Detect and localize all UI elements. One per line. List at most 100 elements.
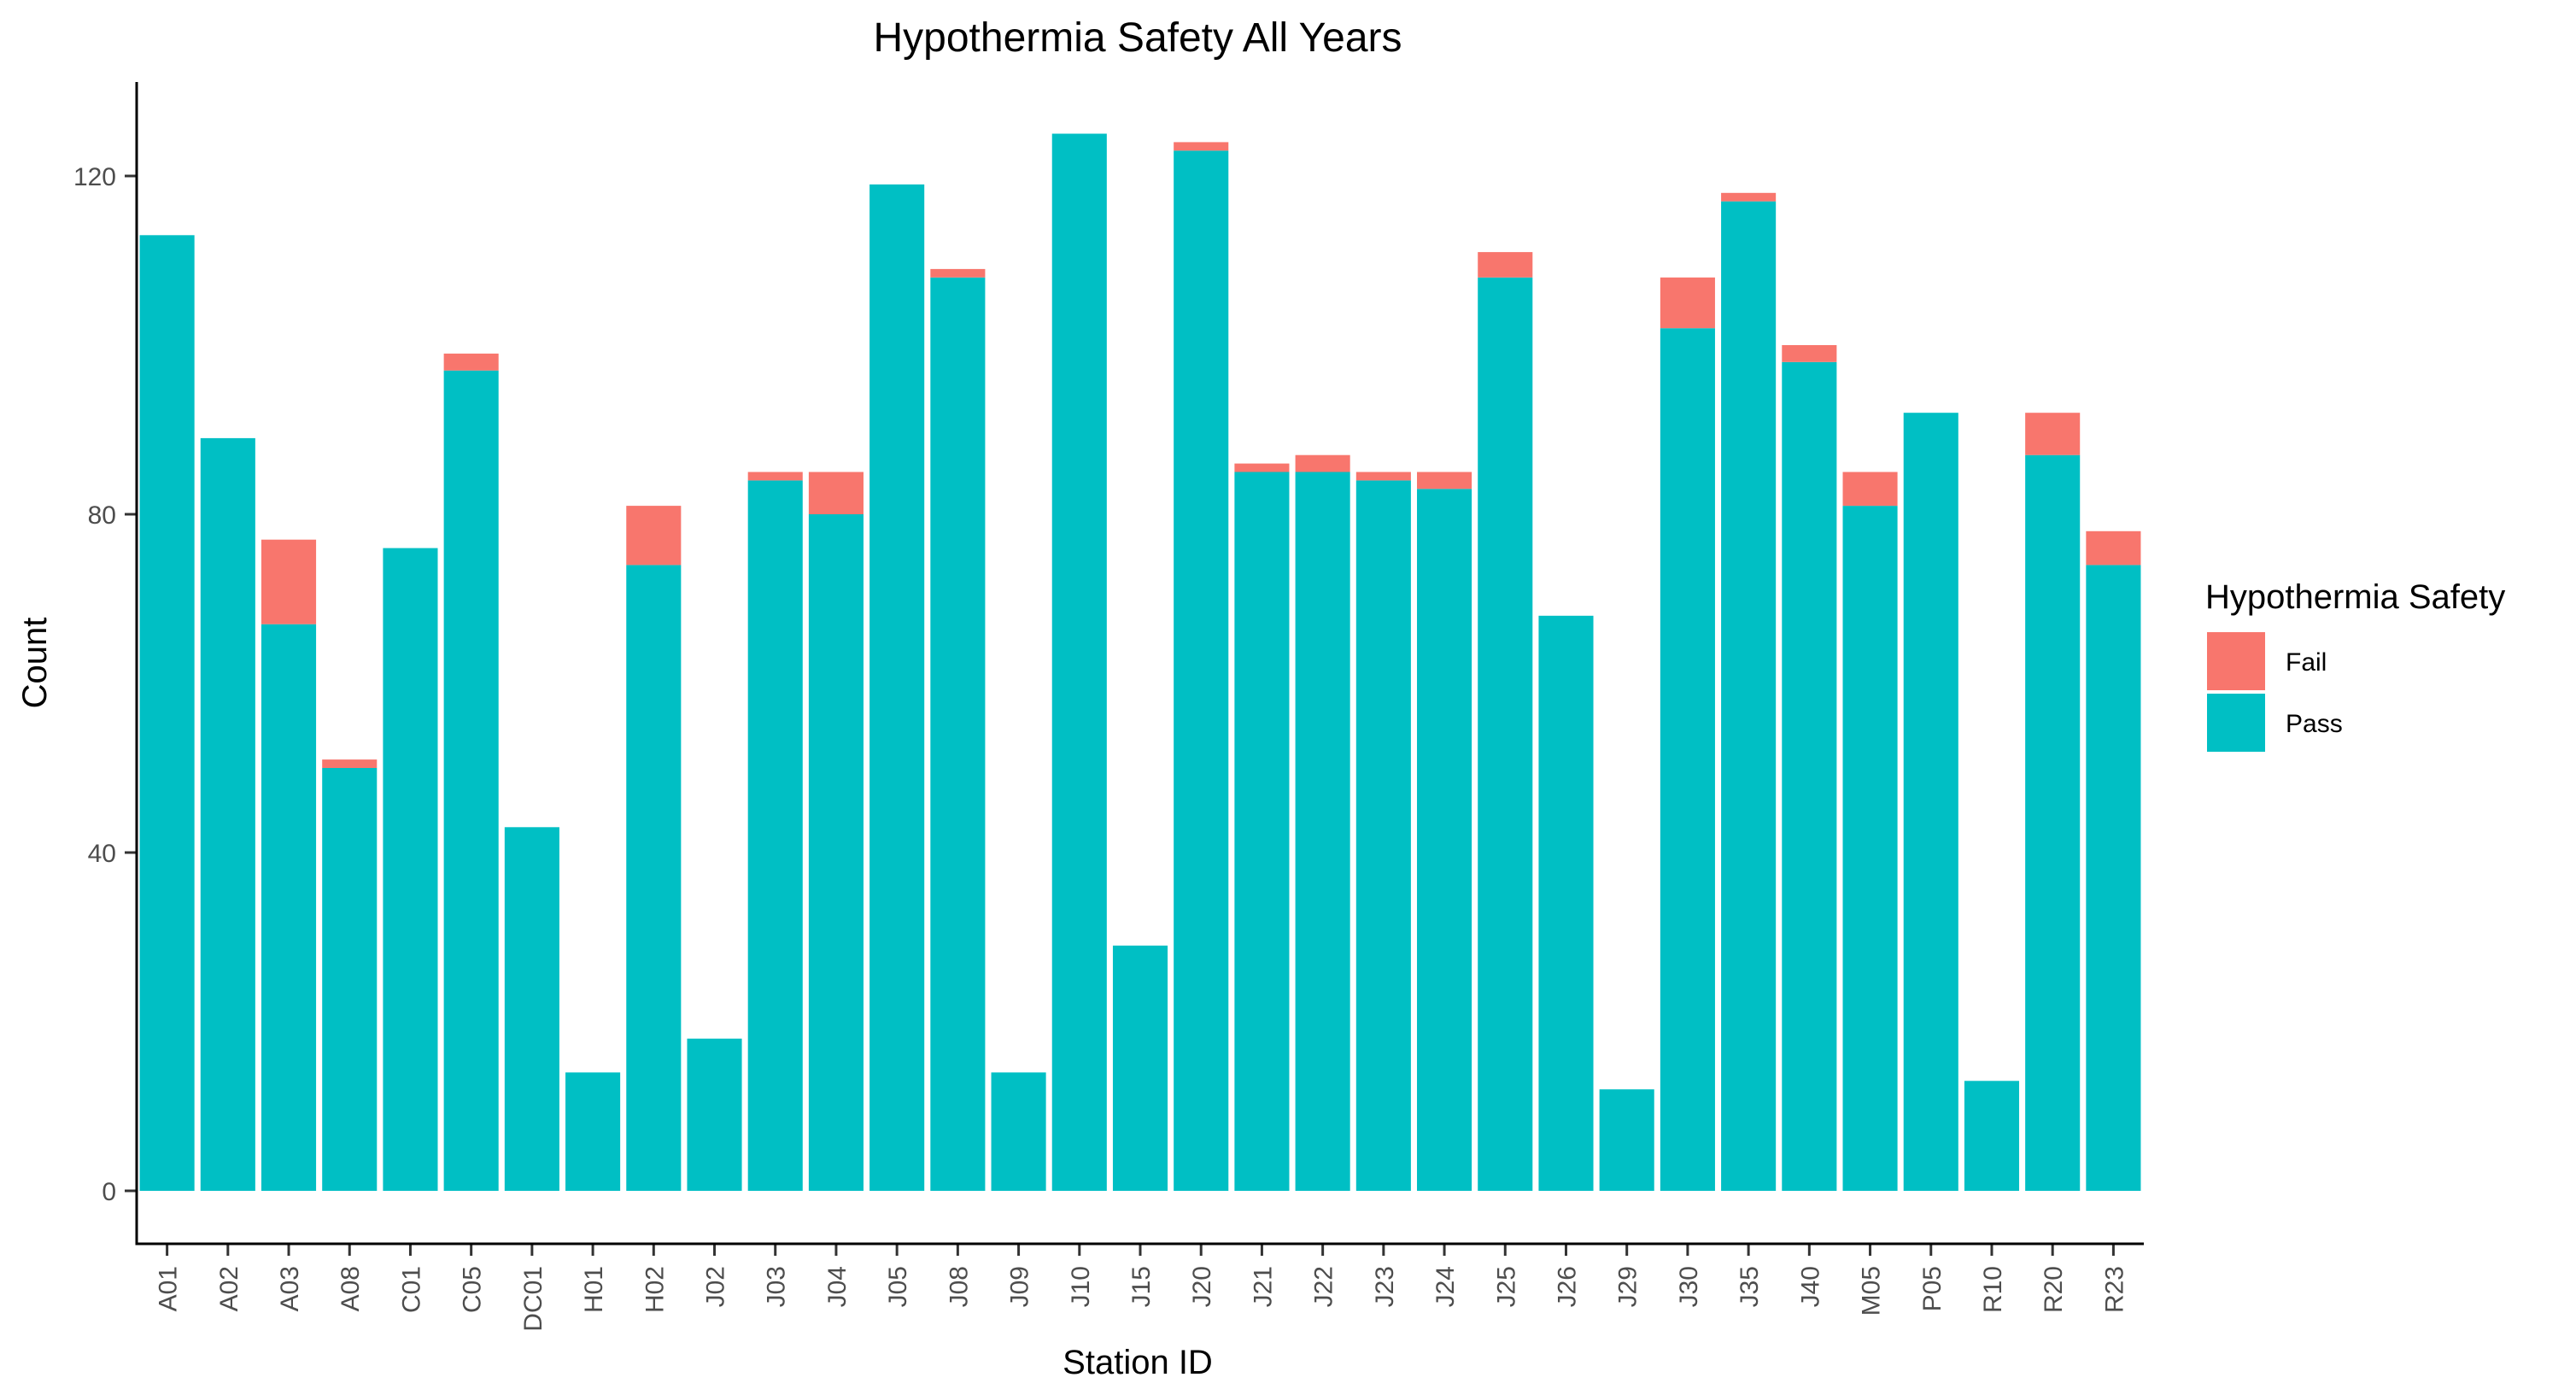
bar-pass-J04: [808, 514, 864, 1191]
x-tick-label: DC01: [519, 1266, 547, 1332]
legend-key-fail: [2207, 632, 2265, 690]
x-tick-label: J08: [945, 1266, 973, 1307]
bar-pass-R10: [1964, 1081, 2020, 1191]
legend-label-fail: Fail: [2286, 648, 2327, 677]
x-tick-label: J20: [1188, 1266, 1216, 1307]
x-tick-label: J15: [1127, 1266, 1156, 1307]
legend-key-pass: [2207, 694, 2265, 752]
bar-fail-J40: [1782, 345, 1837, 362]
bar-pass-J35: [1721, 201, 1777, 1192]
x-tick-label: J30: [1675, 1266, 1703, 1307]
x-tick-label: J25: [1492, 1266, 1520, 1307]
bar-fail-R20: [2025, 413, 2081, 455]
bar-fail-R23: [2086, 530, 2141, 566]
x-tick-label: C05: [459, 1266, 487, 1313]
chart-title: Hypothermia Safety All Years: [873, 15, 1402, 61]
bar-fail-J04: [808, 472, 864, 514]
bar-pass-J15: [1112, 945, 1168, 1191]
x-tick-label: J04: [823, 1266, 852, 1307]
x-tick-label: C01: [397, 1266, 425, 1313]
bar-pass-J09: [991, 1072, 1046, 1191]
bar-fail-C05: [443, 353, 499, 371]
bar-fail-J24: [1417, 472, 1472, 489]
y-tick-label: 0: [102, 1178, 116, 1206]
bar-fail-A03: [261, 539, 317, 624]
x-tick-label: R20: [2040, 1266, 2068, 1313]
bar-fail-J23: [1355, 472, 1411, 481]
x-axis-title: Station ID: [1063, 1344, 1213, 1381]
bar-fail-H02: [626, 506, 682, 566]
x-tick-label: A01: [155, 1266, 183, 1311]
x-tick-label: J21: [1249, 1266, 1277, 1307]
x-tick-label: A08: [337, 1266, 365, 1311]
y-tick-label: 120: [73, 163, 116, 191]
bar-pass-J26: [1538, 615, 1594, 1191]
bar-pass-A02: [200, 437, 255, 1191]
x-tick-label: J03: [763, 1266, 791, 1307]
legend: Hypothermia Safety Fail Pass: [2205, 578, 2505, 752]
bar-pass-J08: [930, 277, 986, 1191]
x-tick-label: H01: [580, 1266, 608, 1313]
bar-pass-J20: [1174, 150, 1229, 1191]
x-tick-label: M05: [1858, 1266, 1886, 1316]
y-tick-label: 80: [88, 501, 116, 530]
y-axis-title: Count: [16, 618, 54, 709]
bar-pass-J05: [869, 184, 925, 1191]
x-axis-ticks: A01 A02 A03 A08 C01 C05 DC01 H01 H02 J02 J03 J04 J05…: [155, 1244, 2128, 1332]
x-tick-label: R23: [2100, 1266, 2128, 1313]
bar-fail-A08: [322, 759, 378, 768]
x-tick-label: J05: [884, 1266, 912, 1307]
x-tick-label: J22: [1310, 1266, 1338, 1307]
bar-fail-M05: [1842, 472, 1898, 507]
bar-fail-J03: [747, 472, 803, 481]
x-tick-label: H02: [641, 1266, 669, 1313]
bar-pass-R20: [2025, 454, 2081, 1191]
legend-title: Hypothermia Safety: [2205, 578, 2505, 616]
bar-pass-H01: [565, 1072, 621, 1191]
bar-pass-A03: [261, 624, 317, 1191]
legend-label-pass: Pass: [2286, 710, 2343, 738]
bar-pass-A08: [322, 768, 378, 1191]
y-tick-label: 40: [88, 840, 116, 868]
x-tick-label: A03: [276, 1266, 304, 1311]
bar-pass-J10: [1051, 133, 1107, 1191]
x-tick-label: J26: [1553, 1266, 1581, 1307]
x-tick-label: J10: [1067, 1266, 1095, 1307]
x-tick-label: J35: [1736, 1266, 1764, 1307]
bar-pass-DC01: [504, 827, 559, 1191]
bar-pass-R23: [2086, 565, 2141, 1191]
bar-fail-J25: [1478, 252, 1533, 278]
x-tick-label: A02: [215, 1266, 243, 1311]
x-tick-label: P05: [1918, 1266, 1947, 1311]
bar-fail-J30: [1660, 277, 1715, 329]
bar-pass-J22: [1295, 472, 1350, 1191]
bar-pass-H02: [626, 565, 682, 1191]
bar-pass-J30: [1660, 328, 1715, 1191]
x-tick-label: J23: [1371, 1266, 1399, 1307]
bar-fail-J21: [1234, 463, 1290, 472]
bar-pass-J21: [1234, 472, 1290, 1191]
bars-layer: [139, 133, 2141, 1192]
x-tick-label: J09: [1006, 1266, 1034, 1307]
x-tick-label: J29: [1614, 1266, 1642, 1307]
x-tick-label: J02: [702, 1266, 730, 1307]
bar-pass-J29: [1599, 1089, 1654, 1191]
bar-pass-J23: [1355, 480, 1411, 1191]
bar-pass-M05: [1842, 506, 1898, 1191]
bar-pass-P05: [1903, 413, 1958, 1191]
y-axis-ticks: 0 40 80 120: [73, 163, 137, 1206]
bar-fail-J20: [1174, 142, 1229, 151]
bar-fail-J22: [1295, 454, 1350, 472]
bar-pass-A01: [139, 235, 195, 1191]
bar-pass-J40: [1782, 361, 1837, 1191]
bar-pass-J25: [1478, 277, 1533, 1191]
x-tick-label: R10: [1979, 1266, 2007, 1313]
bar-pass-J03: [747, 480, 803, 1191]
bar-fail-J08: [930, 268, 986, 278]
bar-pass-C01: [383, 548, 438, 1191]
bar-fail-J35: [1721, 192, 1777, 202]
bar-pass-J24: [1417, 489, 1472, 1191]
bar-pass-C05: [443, 370, 499, 1191]
x-tick-label: J24: [1431, 1266, 1460, 1307]
